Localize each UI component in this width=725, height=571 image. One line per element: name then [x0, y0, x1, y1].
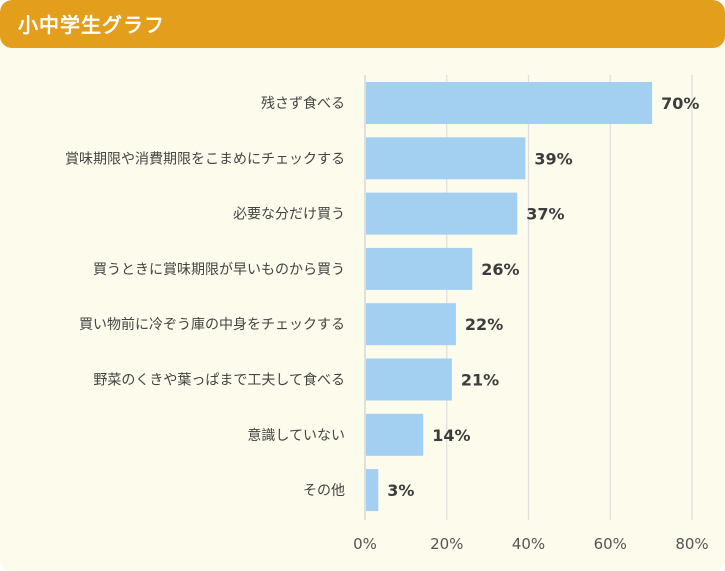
- x-tick-label: 20%: [430, 535, 463, 553]
- header-bar: 小中学生グラフ: [0, 0, 725, 48]
- category-label: 野菜のくきや葉っぱまで工夫して食べる: [93, 372, 345, 389]
- value-label: 3%: [387, 481, 414, 500]
- bar: [366, 413, 424, 456]
- bar: [366, 358, 452, 401]
- value-label: 22%: [465, 315, 503, 334]
- x-tick-label: 0%: [353, 535, 377, 553]
- category-label: 買い物前に冷ぞう庫の中身をチェックする: [79, 316, 345, 333]
- category-label: 賞味期限や消費期限をこまめにチェックする: [65, 151, 345, 167]
- value-label: 39%: [534, 149, 572, 168]
- category-label: 必要な分だけ買う: [233, 207, 345, 223]
- category-label: 残さず食べる: [261, 95, 345, 112]
- category-label: その他: [303, 483, 345, 499]
- bar: [366, 192, 518, 235]
- bar: [366, 303, 456, 346]
- value-label: 70%: [661, 94, 699, 113]
- value-label: 14%: [432, 426, 470, 445]
- value-label: 21%: [461, 371, 499, 390]
- x-tick-label: 60%: [594, 535, 627, 553]
- value-label: 26%: [481, 260, 519, 279]
- x-tick-label: 40%: [512, 535, 545, 553]
- bar: [366, 82, 653, 124]
- bar: [366, 247, 473, 290]
- category-label: 意識していない: [247, 427, 345, 444]
- value-label: 37%: [526, 205, 564, 224]
- bar: [366, 469, 379, 512]
- category-label: 買うときに賞味期限が早いものから買う: [93, 262, 345, 278]
- bar: [366, 137, 526, 180]
- x-tick-label: 80%: [675, 535, 708, 553]
- page-title: 小中学生グラフ: [18, 13, 165, 37]
